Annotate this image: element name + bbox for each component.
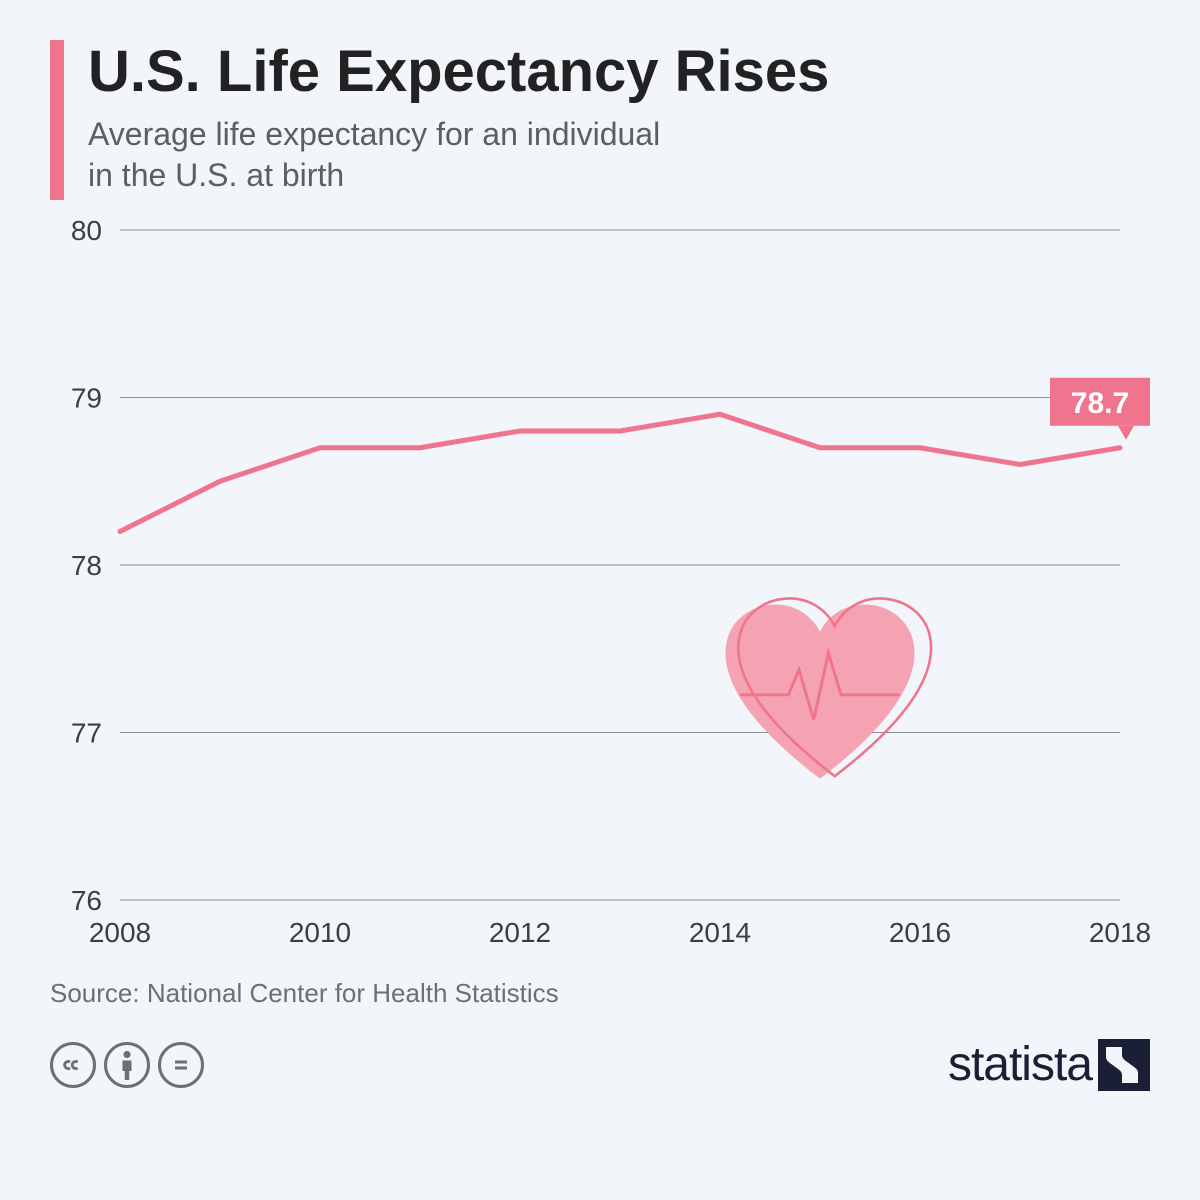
statista-logo: statista xyxy=(948,1037,1150,1092)
line-chart-svg: 76 77 78 79 80 2008 2010 2012 2014 2016 2018 78.7 xyxy=(50,220,1150,960)
life-expectancy-line xyxy=(120,414,1120,531)
svg-text:2008: 2008 xyxy=(89,917,151,948)
heart-icon xyxy=(726,598,932,778)
logo-text: statista xyxy=(948,1037,1092,1092)
svg-text:2012: 2012 xyxy=(489,917,551,948)
svg-text:78: 78 xyxy=(71,550,102,581)
source-text: Source: National Center for Health Stati… xyxy=(50,978,1150,1009)
title-block: U.S. Life Expectancy Rises Average life … xyxy=(88,40,1150,197)
callout-label: 78.7 xyxy=(1071,387,1129,420)
svg-text:2010: 2010 xyxy=(289,917,351,948)
nd-icon xyxy=(158,1042,204,1088)
chart-area: 76 77 78 79 80 2008 2010 2012 2014 2016 2018 78.7 xyxy=(50,220,1150,960)
chart-subtitle: Average life expectancy for an individua… xyxy=(88,114,1150,197)
svg-text:76: 76 xyxy=(71,885,102,916)
chart-container: U.S. Life Expectancy Rises Average life … xyxy=(0,0,1200,1200)
license-icons xyxy=(50,1042,204,1088)
svg-text:2018: 2018 xyxy=(1089,917,1150,948)
svg-text:80: 80 xyxy=(71,220,102,246)
footer: statista xyxy=(50,1037,1150,1092)
svg-text:77: 77 xyxy=(71,718,102,749)
logo-mark-icon xyxy=(1098,1039,1150,1091)
svg-text:2016: 2016 xyxy=(889,917,951,948)
svg-text:2014: 2014 xyxy=(689,917,751,948)
cc-icon xyxy=(50,1042,96,1088)
svg-text:79: 79 xyxy=(71,383,102,414)
chart-title: U.S. Life Expectancy Rises xyxy=(88,40,1150,104)
attribution-icon xyxy=(104,1042,150,1088)
accent-bar xyxy=(50,40,64,200)
header: U.S. Life Expectancy Rises Average life … xyxy=(50,40,1150,200)
